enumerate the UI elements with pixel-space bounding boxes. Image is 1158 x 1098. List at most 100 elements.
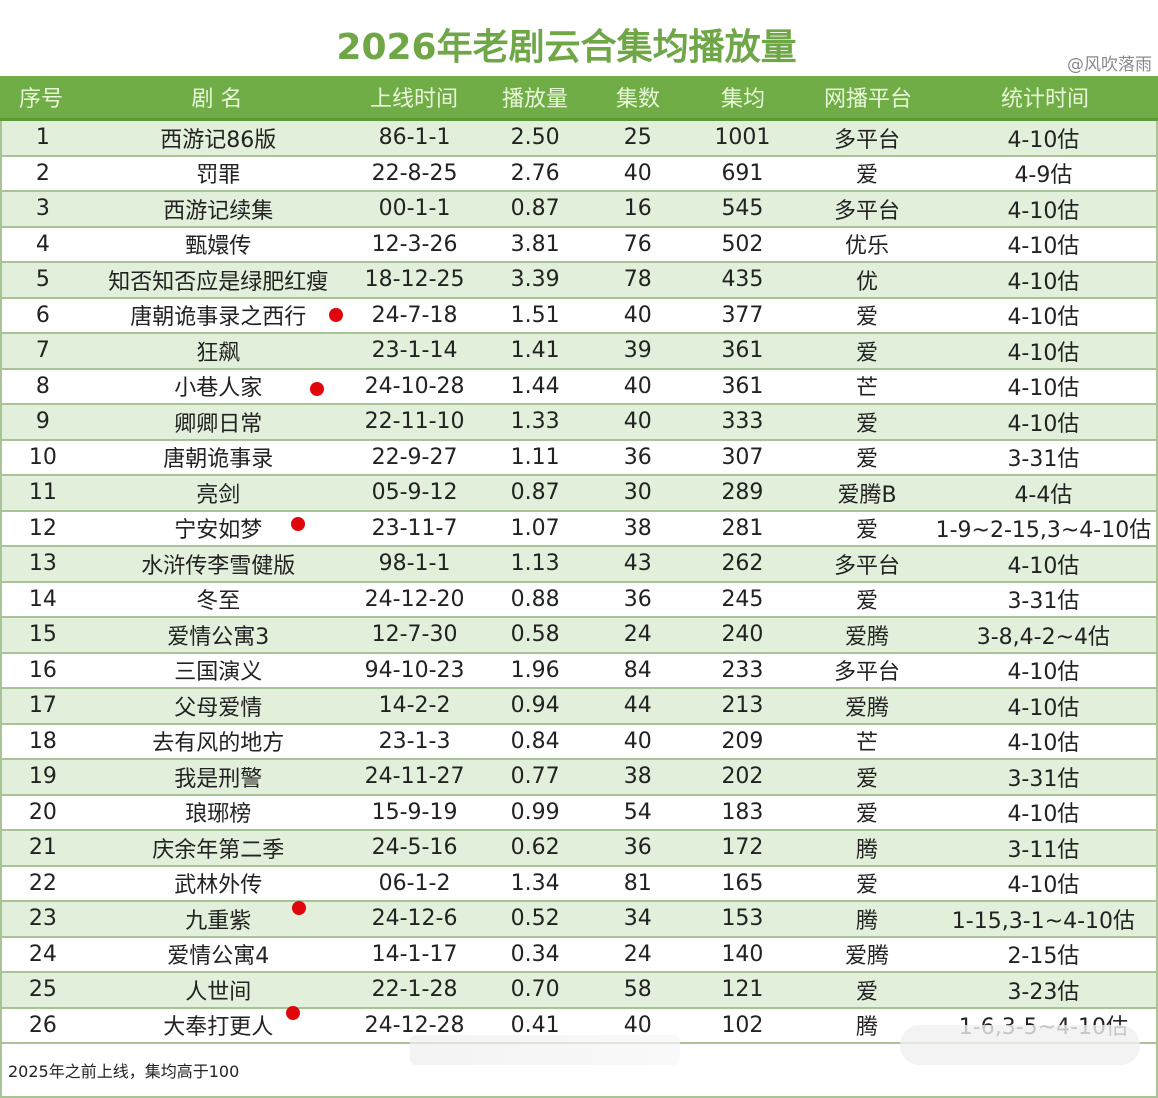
cell-plays: 0.94 (510, 693, 560, 719)
cell-plays: 1.96 (510, 657, 560, 683)
cell-platform: 爱 (856, 979, 879, 1005)
cell-platform: 爱 (856, 518, 879, 544)
cell-date: 12-3-26 (371, 231, 458, 257)
cell-no: 26 (28, 1012, 57, 1038)
cell-platform: 腾 (856, 1015, 879, 1041)
cell-name: 父母爱情 (174, 695, 263, 721)
table-row: 1 西游记86版 86-1-1 2.50 25 1001 多平台 4-10估 (2, 121, 1156, 157)
table-row: 17 父母爱情 14-2-2 0.94 44 213 爱腾 4-10估 (2, 689, 1156, 725)
cell-plays: 0.70 (510, 977, 560, 1003)
cell-plays: 1.34 (510, 870, 560, 896)
table-row: 21 庆余年第二季 24-5-16 0.62 36 172 腾 3-11估 (2, 831, 1156, 867)
cell-plays: 3.81 (510, 231, 560, 257)
cell-no: 10 (28, 444, 57, 470)
table-row: 11 亮剑 05-9-12 0.87 30 289 爱腾B 4-4估 (2, 476, 1156, 512)
cell-episodes: 36 (623, 835, 652, 861)
cell-date: 18-12-25 (364, 267, 465, 293)
cell-platform: 优乐 (845, 234, 890, 260)
table-header: 序号 剧 名 上线时间 播放量 集数 集均 网播平台 统计时间 (0, 76, 1158, 121)
cell-avg: 333 (721, 409, 764, 435)
red-dot-marker (329, 308, 343, 322)
cell-platform: 腾 (856, 908, 879, 934)
cell-name: 西游记续集 (163, 198, 274, 224)
cell-name: 九重紫 (185, 908, 252, 934)
cell-avg: 209 (721, 728, 764, 754)
cell-stat-time: 4-10估 (1007, 376, 1080, 402)
cell-plays: 0.87 (510, 480, 560, 506)
cell-stat-time: 4-10估 (1007, 411, 1080, 437)
cell-avg: 245 (721, 586, 764, 612)
cell-stat-time: 4-9估 (1014, 163, 1073, 189)
cell-avg: 262 (721, 551, 764, 577)
cell-plays: 0.99 (510, 799, 560, 825)
cell-no: 3 (35, 196, 50, 222)
cell-name: 卿卿日常 (174, 411, 263, 437)
cell-avg: 435 (721, 267, 764, 293)
red-dot-marker (310, 382, 324, 396)
cell-episodes: 40 (623, 409, 652, 435)
header-no: 序号 (18, 87, 63, 112)
cell-avg: 165 (721, 870, 764, 896)
cell-platform: 爱 (856, 447, 879, 473)
cell-avg: 361 (721, 373, 764, 399)
table-row: 10 唐朝诡事录 22-9-27 1.11 36 307 爱 3-31估 (2, 440, 1156, 476)
cell-stat-time: 3-8,4-2~4估 (976, 624, 1111, 650)
cell-platform: 爱 (856, 305, 879, 331)
header-avg: 集均 (720, 87, 765, 112)
cell-no: 23 (28, 906, 57, 932)
cell-name: 唐朝诡事录 (163, 447, 274, 473)
cell-platform: 腾 (856, 837, 879, 863)
cell-date: 14-2-2 (378, 693, 451, 719)
cell-platform: 多平台 (834, 127, 901, 153)
table-row: 19 我是刑警 24-11-27 0.77 38 202 爱 3-31估 (2, 760, 1156, 796)
cell-name: 武林外传 (174, 873, 263, 899)
table-row: 24 爱情公寓4 14-1-17 0.34 24 140 爱腾 2-15估 (2, 937, 1156, 973)
cell-name: 西游记86版 (160, 127, 277, 153)
cell-plays: 2.50 (510, 125, 560, 151)
cell-no: 7 (35, 338, 50, 364)
cell-name: 三国演义 (174, 660, 263, 686)
cell-stat-time: 4-10估 (1007, 553, 1080, 579)
cell-date: 24-12-28 (364, 1012, 465, 1038)
cell-stat-time: 4-10估 (1007, 802, 1080, 828)
cell-avg: 121 (721, 977, 764, 1003)
cell-date: 86-1-1 (378, 125, 451, 151)
cell-no: 6 (35, 302, 50, 328)
cell-date: 23-1-14 (371, 338, 458, 364)
cell-name: 知否知否应是绿肥红瘦 (108, 269, 329, 295)
table-row: 8 小巷人家 24-10-28 1.44 40 361 芒 4-10估 (2, 369, 1156, 405)
cell-date: 22-8-25 (371, 160, 458, 186)
cell-date: 06-1-2 (378, 870, 451, 896)
cell-platform: 爱 (856, 340, 879, 366)
cell-date: 14-1-17 (371, 941, 458, 967)
cell-avg: 183 (721, 799, 764, 825)
cell-episodes: 40 (623, 373, 652, 399)
cell-date: 24-10-28 (364, 373, 465, 399)
table-row: 16 三国演义 94-10-23 1.96 84 233 多平台 4-10估 (2, 653, 1156, 689)
cell-date: 23-1-3 (378, 728, 451, 754)
cell-platform: 爱腾 (845, 624, 890, 650)
ratings-table: 序号 剧 名 上线时间 播放量 集数 集均 网播平台 统计时间 1 西游记86版 8… (0, 76, 1158, 1098)
cell-episodes: 81 (623, 870, 652, 896)
cell-plays: 3.39 (510, 267, 560, 293)
cell-stat-time: 4-4估 (1014, 482, 1073, 508)
cell-plays: 1.51 (510, 302, 560, 328)
cell-stat-time: 4-10估 (1007, 198, 1080, 224)
cell-name: 琅琊榜 (185, 802, 252, 828)
cell-platform: 芒 (856, 731, 879, 757)
cell-stat-time: 3-31估 (1007, 589, 1080, 615)
header-date: 上线时间 (369, 87, 458, 112)
cell-episodes: 39 (623, 338, 652, 364)
cell-name: 爱情公寓4 (167, 944, 270, 970)
cell-episodes: 40 (623, 1012, 652, 1038)
cell-date: 22-1-28 (371, 977, 458, 1003)
cell-avg: 172 (721, 835, 764, 861)
cell-plays: 0.88 (510, 586, 560, 612)
cell-episodes: 24 (623, 622, 652, 648)
cell-no: 2 (35, 160, 50, 186)
blurred-watermark (900, 1025, 1140, 1065)
cell-episodes: 76 (623, 231, 652, 257)
table-body: 1 西游记86版 86-1-1 2.50 25 1001 多平台 4-10估 2 罚罪 22-8-2… (0, 121, 1158, 1044)
cell-plays: 2.76 (510, 160, 560, 186)
cell-no: 21 (28, 835, 57, 861)
